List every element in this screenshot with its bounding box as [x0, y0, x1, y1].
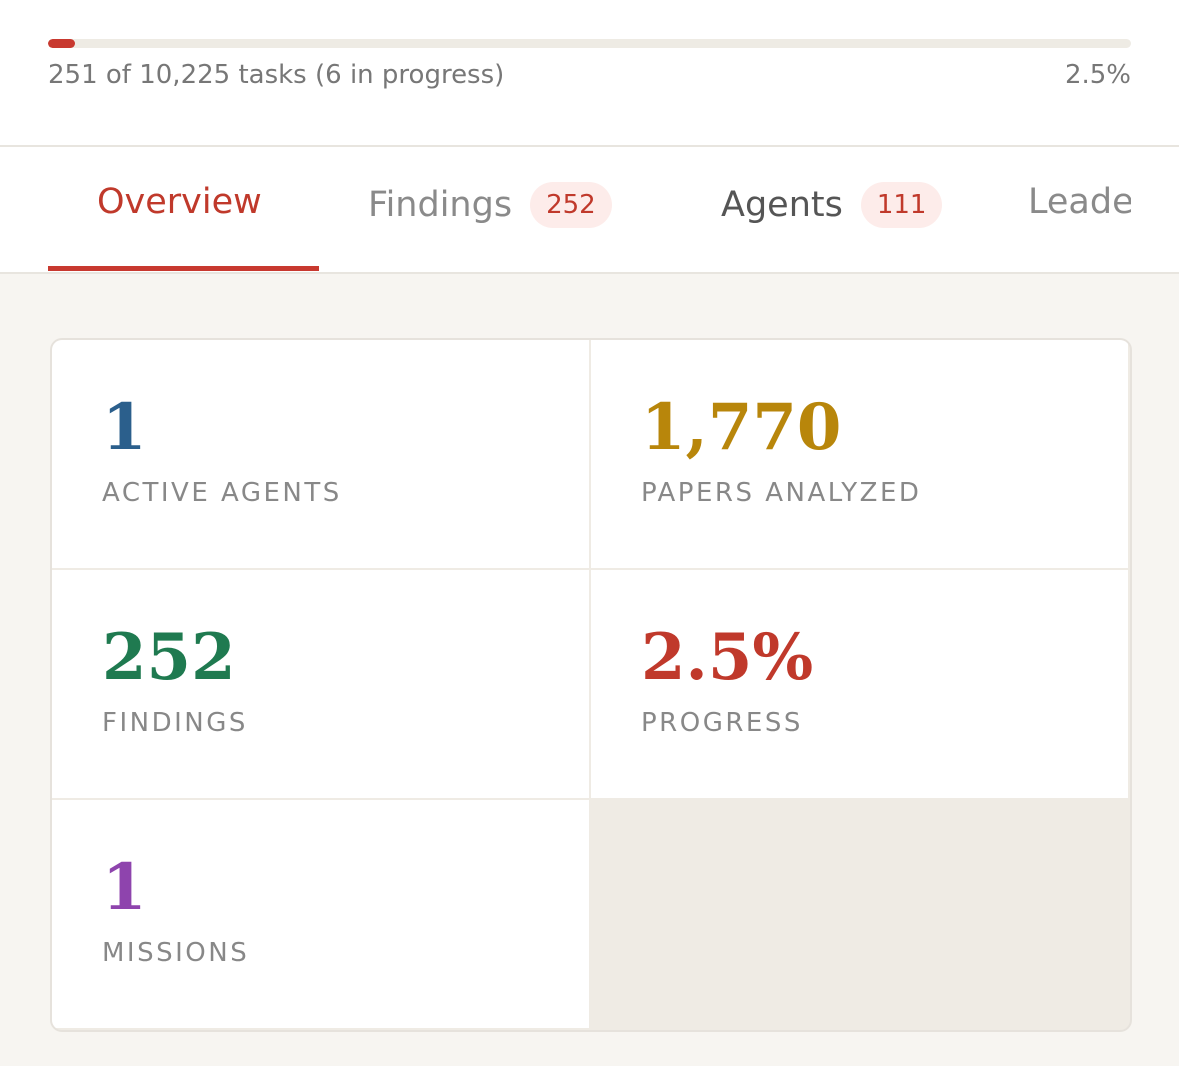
progress-summary: 251 of 10,225 tasks (6 in progress)	[48, 60, 505, 90]
stat-label: ACTIVE AGENTS	[102, 478, 342, 508]
stat-value: 2.5%	[641, 620, 814, 695]
stat-cell: 2.5% PROGRESS	[591, 570, 1128, 798]
tab[interactable]: Overview	[97, 182, 262, 222]
tab-badge: 111	[860, 182, 943, 228]
tab[interactable]: Leade	[1028, 182, 1131, 222]
stat-value: 252	[102, 620, 236, 695]
tab[interactable]: Findings 252	[368, 182, 612, 228]
stat-label: PAPERS ANALYZED	[641, 478, 922, 508]
stat-cell: 1 ACTIVE AGENTS	[52, 340, 589, 568]
stat-label: MISSIONS	[102, 938, 250, 968]
stat-cell: 1 MISSIONS	[52, 800, 589, 1028]
tab-badge: 252	[530, 182, 612, 228]
active-underline	[48, 266, 319, 271]
tab-label: Agents	[721, 185, 843, 225]
tab[interactable]: Agents 111	[721, 182, 943, 228]
tab-label: Leade	[1028, 182, 1131, 222]
progress-track	[48, 39, 1131, 48]
progress-fill	[48, 39, 76, 48]
stat-label: FINDINGS	[102, 708, 248, 738]
stat-value: 1	[102, 390, 147, 465]
stat-value: 1,770	[641, 390, 842, 465]
tab-strip: Overview Findings 252 Agents 111 Leade	[48, 147, 1131, 272]
stat-value: 1	[102, 850, 147, 925]
stats-card: 1 ACTIVE AGENTS 1,770 PAPERS ANALYZED 252 FIN…	[50, 338, 1132, 1032]
tab-label: Overview	[97, 182, 262, 222]
tab-label: Findings	[368, 185, 513, 225]
progress-percent: 2.5%	[1064, 60, 1131, 90]
stat-label: PROGRESS	[641, 708, 803, 738]
tab-bar: Overview Findings 252 Agents 111 Leade	[0, 147, 1179, 274]
stat-cell: 252 FINDINGS	[52, 570, 589, 798]
progress-panel: 251 of 10,225 tasks (6 in progress) 2.5%	[0, 0, 1179, 147]
stat-cell: 1,770 PAPERS ANALYZED	[591, 340, 1128, 568]
